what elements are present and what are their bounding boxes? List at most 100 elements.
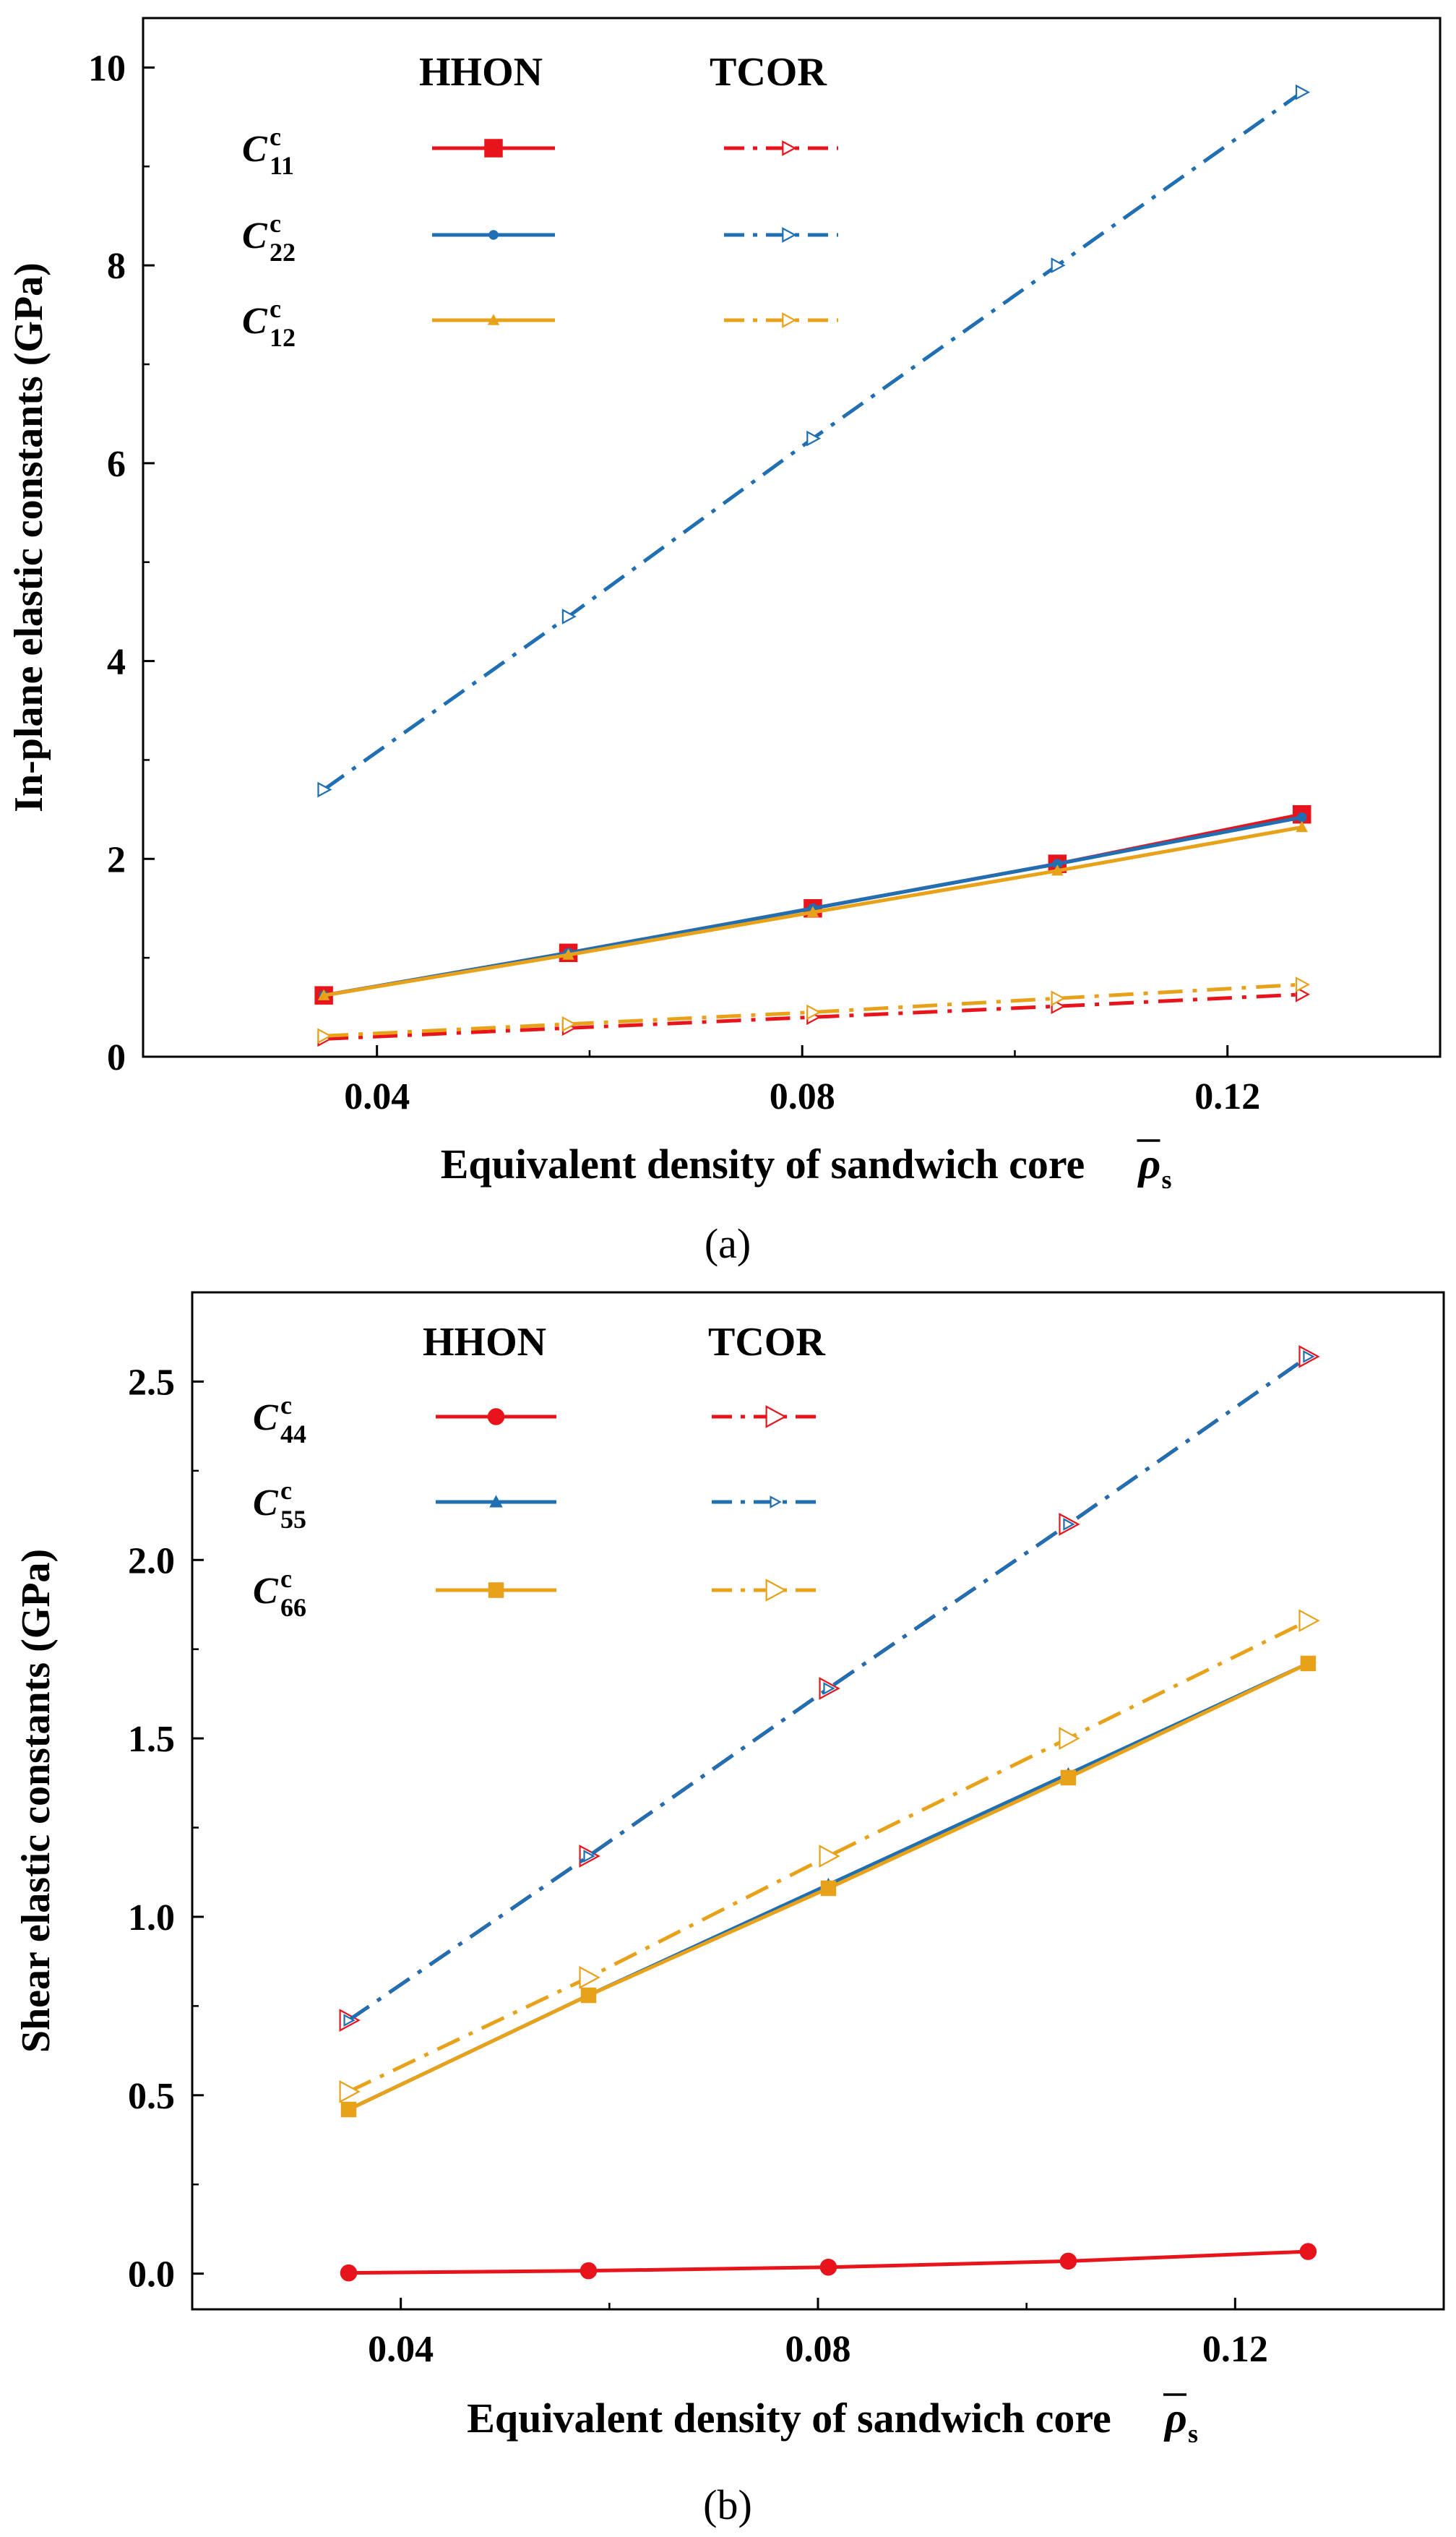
y-tick-label: 8 bbox=[107, 246, 126, 287]
data-point-tcor-66-2 bbox=[819, 1845, 840, 1868]
y-tick-label: 10 bbox=[88, 48, 126, 89]
legend-marker-tcor-12 bbox=[782, 312, 797, 328]
legend-label-44-main: C bbox=[253, 1397, 279, 1438]
data-point-hhon-12-3 bbox=[1051, 864, 1064, 876]
data-point-hhon-66-1 bbox=[580, 1987, 597, 2004]
legend-header-tcor: TCOR bbox=[708, 1320, 825, 1365]
y-tick-label: 0.5 bbox=[128, 2076, 175, 2117]
data-point-hhon-44-2 bbox=[819, 2258, 837, 2276]
legend-label-66-sub: 66 bbox=[280, 1593, 306, 1622]
legend-marker-tcor-66 bbox=[765, 1579, 787, 1602]
legend-label-55-sub: 55 bbox=[280, 1505, 306, 1534]
data-point-tcor-11-4 bbox=[1295, 986, 1311, 1003]
series-line-tcor-66 bbox=[348, 1618, 1309, 2094]
x-tick-label: 0.08 bbox=[785, 2329, 851, 2370]
data-point-hhon-12-4 bbox=[1296, 820, 1308, 833]
data-point-tcor-55-4 bbox=[1303, 1350, 1315, 1363]
data-point-tcor-55-0 bbox=[343, 2014, 356, 2027]
data-point-tcor-22-3 bbox=[1051, 257, 1066, 273]
series-group bbox=[314, 84, 1311, 1047]
x-tick-label: 0.04 bbox=[344, 1076, 410, 1117]
data-point-hhon-66-4 bbox=[1300, 1655, 1317, 1672]
data-point-hhon-22-4 bbox=[1296, 812, 1307, 823]
y-tick-label: 2.0 bbox=[128, 1540, 175, 1581]
legend-label-55-sup: c bbox=[280, 1476, 292, 1505]
y-tick-label: 6 bbox=[107, 444, 126, 485]
y-tick-label: 0.0 bbox=[128, 2254, 175, 2296]
data-point-hhon-44-1 bbox=[580, 2262, 598, 2280]
data-point-hhon-66-2 bbox=[820, 1880, 837, 1897]
legend-marker-tcor-22 bbox=[782, 227, 797, 243]
x-axis-symbol-sub: s bbox=[1188, 2419, 1198, 2448]
y-tick-label: 0 bbox=[107, 1037, 126, 1078]
legend-marker-hhon-55 bbox=[489, 1495, 503, 1508]
series-group bbox=[339, 1345, 1320, 2282]
legend-header-tcor: TCOR bbox=[710, 50, 827, 95]
data-point-tcor-12-0 bbox=[317, 1028, 332, 1044]
legend-label-12-main: C bbox=[242, 301, 268, 342]
data-point-hhon-12-2 bbox=[806, 906, 819, 917]
data-point-tcor-22-1 bbox=[561, 609, 577, 624]
y-axis-label: Shear elastic constants (GPa) bbox=[14, 1549, 59, 2053]
x-axis-label: Equivalent density of sandwich core bbox=[441, 1141, 1085, 1188]
x-tick-label: 0.12 bbox=[1202, 2329, 1268, 2370]
data-point-tcor-12-2 bbox=[806, 1004, 822, 1021]
y-tick-label: 1.5 bbox=[128, 1719, 175, 1760]
data-point-tcor-22-4 bbox=[1295, 84, 1311, 100]
legend-label-22-sub: 22 bbox=[270, 238, 296, 267]
data-point-hhon-44-3 bbox=[1059, 2252, 1077, 2270]
data-point-tcor-12-1 bbox=[561, 1016, 577, 1032]
data-point-tcor-55-3 bbox=[1063, 1518, 1075, 1531]
x-axis-symbol-sub: s bbox=[1162, 1165, 1172, 1194]
data-point-hhon-12-0 bbox=[317, 989, 330, 1000]
y-tick-label: 1.0 bbox=[128, 1897, 175, 1939]
y-tick-label: 2 bbox=[107, 839, 126, 880]
legend-marker-hhon-66 bbox=[488, 1582, 504, 1598]
x-tick-label: 0.12 bbox=[1194, 1076, 1260, 1117]
legend-marker-tcor-44 bbox=[765, 1405, 787, 1428]
legend-label-66-main: C bbox=[253, 1571, 279, 1612]
data-point-tcor-55-2 bbox=[823, 1682, 835, 1695]
panel-label: (a) bbox=[705, 1220, 751, 1267]
data-point-tcor-66-3 bbox=[1059, 1727, 1080, 1750]
x-axis-symbol: ρ bbox=[1163, 2394, 1187, 2442]
y-tick-label: 4 bbox=[107, 642, 126, 683]
legend-label-66-sup: c bbox=[280, 1564, 292, 1593]
legend-header-hhon: HHON bbox=[423, 1320, 546, 1365]
panel-label: (b) bbox=[703, 2481, 752, 2528]
legend-label-11-sup: c bbox=[270, 122, 281, 151]
x-axis-label: Equivalent density of sandwich core bbox=[467, 2395, 1111, 2442]
legend-label-12-sup: c bbox=[270, 294, 281, 323]
legend-header-hhon: HHON bbox=[419, 50, 543, 95]
data-point-tcor-22-0 bbox=[317, 781, 332, 798]
legend-label-22-sup: c bbox=[270, 209, 281, 238]
chart-panel-a: 0.04 0.08 0.12 0 2 4 6 8 10 In-plane elastic cons… bbox=[7, 17, 1442, 1267]
x-tick-label: 0.08 bbox=[770, 1076, 835, 1117]
data-point-hhon-66-0 bbox=[340, 2101, 357, 2118]
series-line-tcor-12 bbox=[324, 982, 1302, 1038]
legend-label-44-sup: c bbox=[280, 1391, 292, 1420]
x-axis-symbol: ρ bbox=[1137, 1140, 1161, 1188]
legend-marker-tcor-55 bbox=[770, 1495, 782, 1508]
data-point-tcor-66-0 bbox=[339, 2080, 361, 2103]
series-line-tcor-55 bbox=[348, 1355, 1309, 2022]
legend-marker-hhon-12 bbox=[487, 314, 500, 325]
legend-label-11-main: C bbox=[242, 129, 268, 170]
data-point-hhon-44-0 bbox=[340, 2264, 358, 2282]
series-line-tcor-11 bbox=[324, 992, 1302, 1041]
data-point-tcor-12-3 bbox=[1051, 990, 1066, 1007]
legend-label-11-sub: 11 bbox=[270, 151, 294, 180]
data-point-tcor-12-4 bbox=[1295, 976, 1311, 992]
data-point-hhon-66-3 bbox=[1060, 1769, 1077, 1786]
legend-label-55-main: C bbox=[253, 1482, 279, 1524]
data-point-tcor-66-1 bbox=[579, 1966, 600, 1989]
plot-frame bbox=[142, 17, 1442, 1058]
